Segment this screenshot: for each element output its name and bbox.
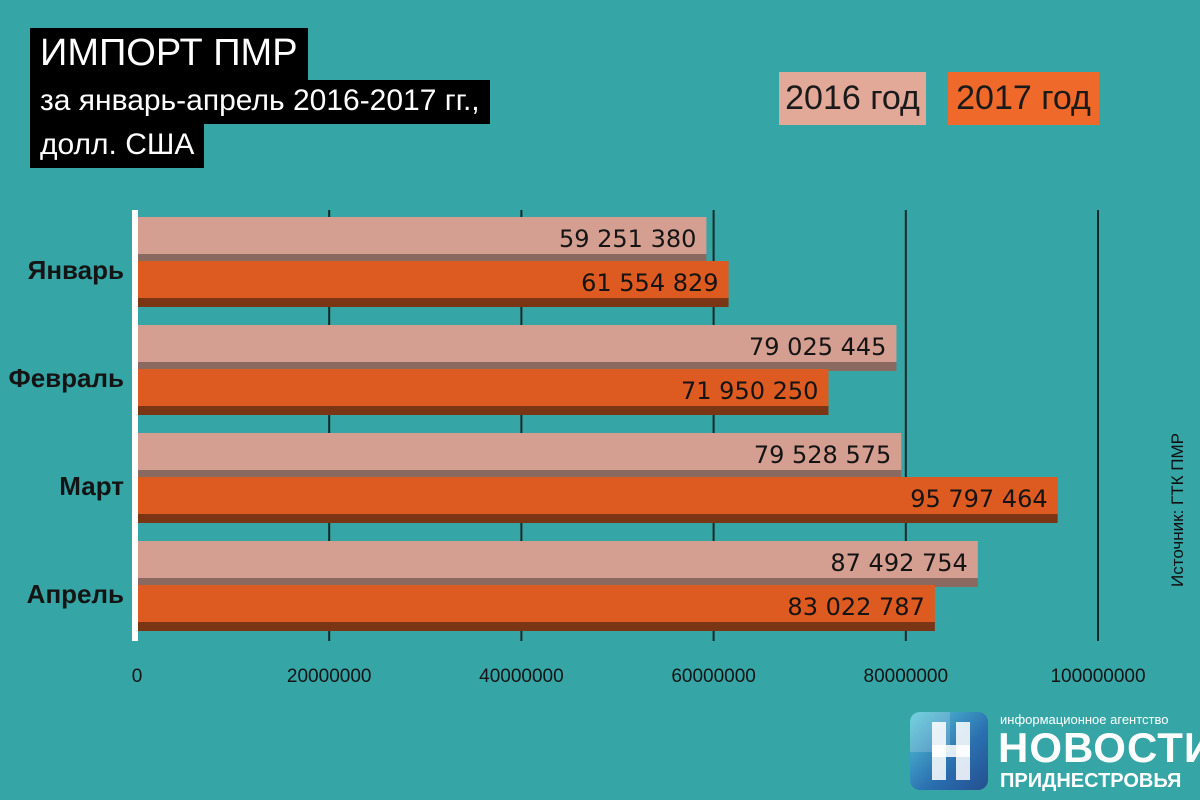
- bar-shadow: [137, 514, 1058, 523]
- bar: [137, 217, 707, 254]
- bar: [137, 369, 829, 406]
- data-label: 87 492 754: [830, 549, 967, 577]
- bar-shadow: [137, 622, 935, 631]
- logo-mark-icon: [910, 712, 988, 790]
- category-label: Январь: [28, 255, 124, 285]
- data-label: 59 251 380: [559, 225, 696, 253]
- logo-name: НОВОСТИ: [998, 724, 1200, 771]
- x-tick-label: 20000000: [287, 666, 372, 687]
- x-tick-label: 60000000: [671, 666, 756, 687]
- data-label: 95 797 464: [910, 485, 1047, 513]
- logo-subname: ПРИДНЕСТРОВЬЯ: [1000, 770, 1182, 792]
- category-label: Март: [59, 471, 124, 501]
- data-label: 79 025 445: [749, 333, 886, 361]
- data-label: 71 950 250: [681, 377, 818, 405]
- x-tick-label: 100000000: [1050, 666, 1145, 687]
- bar-shadow: [137, 254, 707, 263]
- legend-item-2017: 2017 год: [948, 72, 1099, 125]
- category-label: Февраль: [9, 363, 124, 393]
- bar: [137, 541, 978, 578]
- data-label: 83 022 787: [787, 593, 924, 621]
- chart-unit: долл. США: [30, 124, 205, 168]
- bar: [137, 325, 897, 362]
- bar-shadow: [137, 470, 902, 479]
- chart-title: ИМПОРТ ПМР: [30, 28, 308, 80]
- x-tick-label: 80000000: [864, 666, 949, 687]
- bar: [137, 261, 729, 298]
- chart-subtitle: за январь-апрель 2016-2017 гг.,: [30, 80, 490, 124]
- x-tick-label: 0: [132, 666, 143, 687]
- legend-item-2016: 2016 год: [779, 72, 926, 125]
- bar: [137, 477, 1058, 514]
- bar-shadow: [137, 362, 897, 371]
- bar-shadow: [137, 298, 729, 307]
- data-label: 61 554 829: [581, 269, 718, 297]
- bar: [137, 585, 935, 622]
- category-label: Апрель: [27, 579, 124, 609]
- data-label: 79 528 575: [754, 441, 891, 469]
- bar-shadow: [137, 578, 978, 587]
- x-tick-label: 40000000: [479, 666, 564, 687]
- bar-shadow: [137, 406, 829, 415]
- bar: [137, 433, 902, 470]
- news-agency-logo: информационное агентство НОВОСТИ ПРИДНЕС…: [910, 712, 1200, 792]
- logo-tagline: информационное агентство: [1000, 712, 1169, 727]
